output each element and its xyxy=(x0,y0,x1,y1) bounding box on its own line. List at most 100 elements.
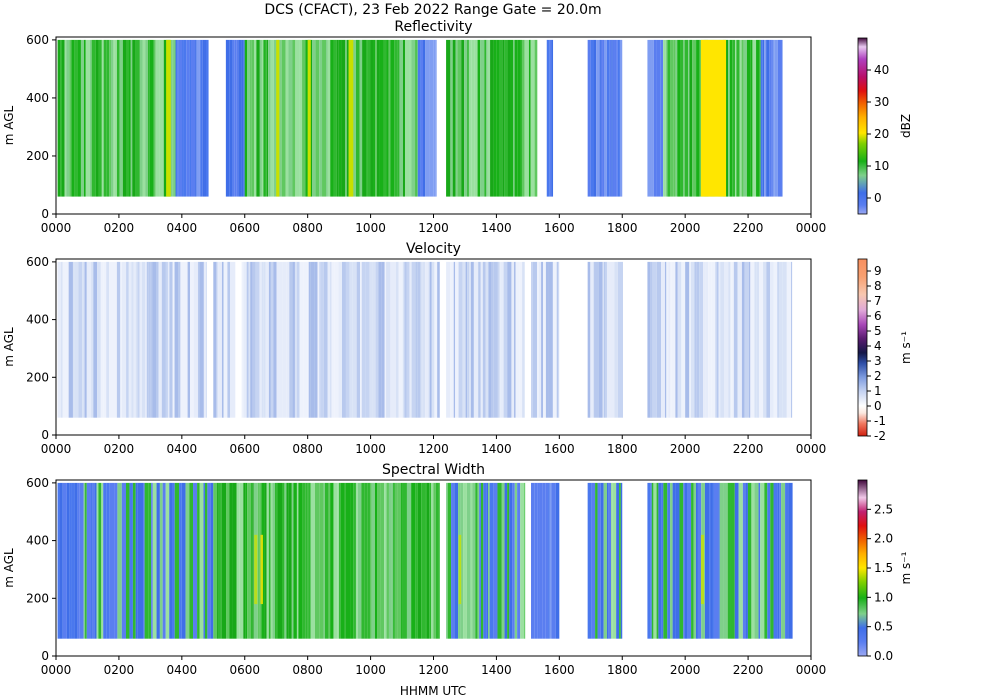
heat-cell xyxy=(312,39,316,197)
heat-cell xyxy=(730,482,735,639)
heat-cell xyxy=(339,482,341,639)
heat-cell xyxy=(549,39,552,197)
heat-cell xyxy=(611,482,613,639)
heat-cell xyxy=(446,39,451,197)
heat-cell xyxy=(366,39,368,197)
heat-cell xyxy=(111,39,114,197)
y-axis-label: m AGL xyxy=(2,548,16,588)
heat-cell xyxy=(383,39,387,197)
heat-cell xyxy=(754,482,759,639)
heat-cell xyxy=(670,39,674,197)
colorbar-tick-label: 40 xyxy=(874,63,889,77)
heat-cell xyxy=(652,261,657,418)
heat-cell xyxy=(477,482,480,639)
heat-cell xyxy=(758,482,761,639)
x-tick-label: 0200 xyxy=(104,221,135,235)
colorbar-tick-label: 8 xyxy=(874,279,882,293)
colorbar-tick-label: 0.5 xyxy=(874,620,893,634)
heat-cell xyxy=(479,482,481,639)
heat-cell xyxy=(515,261,520,418)
heat-cell xyxy=(390,39,395,197)
heat-cell xyxy=(352,39,356,197)
heat-cell xyxy=(548,482,550,639)
heat-cell xyxy=(461,39,465,197)
x-tick-label: 1000 xyxy=(355,442,386,456)
heat-cell xyxy=(66,39,70,197)
heat-cell xyxy=(149,39,154,197)
heat-cell xyxy=(106,39,110,197)
x-tick-label: 0800 xyxy=(292,221,323,235)
heat-cell xyxy=(450,39,453,197)
heat-cell xyxy=(276,261,279,418)
heat-cell xyxy=(229,39,233,197)
x-tick-label: 2000 xyxy=(670,442,701,456)
heat-cell xyxy=(226,482,230,639)
heat-cell xyxy=(373,39,376,197)
heat-cell xyxy=(520,482,525,639)
heat-cell xyxy=(62,482,67,639)
heat-cell xyxy=(86,482,92,639)
heat-cell xyxy=(268,261,271,418)
heat-cell xyxy=(187,261,191,418)
heat-cell xyxy=(178,39,183,197)
heat-cell xyxy=(288,482,292,639)
heat-cell xyxy=(467,261,470,418)
heat-cell xyxy=(330,39,334,197)
heat-cell xyxy=(360,261,362,418)
heat-cell xyxy=(496,39,500,197)
heat-cell xyxy=(650,261,653,418)
heat-cell xyxy=(766,39,770,197)
heat-cell xyxy=(315,39,320,197)
x-tick-label: 1800 xyxy=(607,663,638,677)
heat-cell xyxy=(749,261,751,418)
heat-cell xyxy=(622,261,623,418)
heat-cell xyxy=(397,482,402,639)
x-tick-label: 1000 xyxy=(355,221,386,235)
heat-cell xyxy=(422,261,426,418)
heat-band xyxy=(307,39,311,197)
heat-cell xyxy=(248,261,251,418)
heat-cell xyxy=(92,482,95,639)
heat-cell xyxy=(777,39,782,197)
heat-cell xyxy=(747,482,752,639)
heat-cell xyxy=(455,261,459,418)
heat-cell xyxy=(190,261,194,418)
heat-cell xyxy=(291,482,294,639)
heat-cell xyxy=(468,39,472,197)
heat-cell xyxy=(741,39,744,197)
heat-cell xyxy=(397,39,400,197)
heat-cell xyxy=(680,39,684,197)
heat-cell xyxy=(132,482,136,639)
heat-cell xyxy=(281,39,286,197)
heat-cell xyxy=(764,39,767,197)
heat-cell xyxy=(223,261,228,418)
heat-cell xyxy=(462,261,466,418)
x-tick-label: 0800 xyxy=(292,442,323,456)
heat-cell xyxy=(113,39,115,197)
heat-cell xyxy=(132,39,136,197)
heat-cell xyxy=(502,39,505,197)
heat-cell xyxy=(282,482,285,639)
heat-cell xyxy=(428,261,430,418)
heat-cell xyxy=(74,261,79,418)
heat-cell xyxy=(474,39,478,197)
heat-cell xyxy=(517,482,521,639)
heat-cell xyxy=(327,261,330,418)
heat-cell xyxy=(137,261,140,418)
heat-cell xyxy=(83,39,86,197)
heat-cell xyxy=(390,261,393,418)
heat-cell xyxy=(782,261,787,418)
heat-cell xyxy=(435,39,437,197)
x-tick-label: 0000 xyxy=(41,442,72,456)
heat-cell xyxy=(478,261,481,418)
heat-cell xyxy=(147,39,150,197)
heat-cell xyxy=(490,39,494,197)
heat-cell xyxy=(750,261,755,418)
heat-cell xyxy=(381,261,385,418)
heat-cell xyxy=(750,39,753,197)
heat-band xyxy=(276,39,280,197)
heat-cell xyxy=(619,39,623,197)
heat-cell xyxy=(732,39,736,197)
heat-cell xyxy=(471,39,475,197)
